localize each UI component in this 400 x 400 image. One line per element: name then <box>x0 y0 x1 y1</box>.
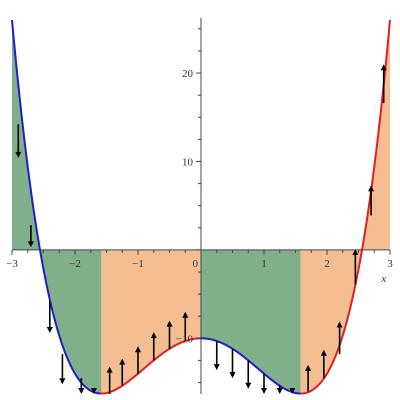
curve-segment-1 <box>11 19 102 395</box>
shaded-regions <box>12 20 390 394</box>
curve-segment-2 <box>100 337 202 395</box>
curve-segment-3 <box>200 337 301 395</box>
slope-arrow-21 <box>336 321 343 355</box>
slope-arrow-6 <box>90 388 97 394</box>
x-tick-label: 1 <box>261 258 267 270</box>
x-tick-label: −1 <box>132 258 144 270</box>
slope-arrow-16 <box>261 373 267 394</box>
slope-arrow-2 <box>27 225 34 248</box>
slope-arrow-12 <box>182 311 189 341</box>
x-axis-label: x <box>380 273 386 285</box>
y-tick-label: −10 <box>176 333 194 345</box>
slope-arrow-7 <box>106 366 113 394</box>
curve <box>11 19 391 395</box>
slope-arrow-1 <box>15 124 22 158</box>
slope-arrow-19 <box>305 364 312 392</box>
curve-segment-4 <box>300 19 391 395</box>
x-tick-label: −2 <box>69 258 81 270</box>
slope-arrow-20 <box>320 349 327 379</box>
slope-arrow-4 <box>59 354 66 385</box>
x-tick-label: 3 <box>387 258 393 270</box>
x-tick-label: 2 <box>324 258 330 270</box>
x-tick-label: 0 <box>193 258 199 270</box>
slope-arrow-5 <box>78 378 85 394</box>
slope-arrow-11 <box>166 320 173 349</box>
slope-arrow-15 <box>245 360 252 389</box>
slope-arrow-9 <box>135 346 141 374</box>
region-4 <box>300 20 390 394</box>
y-tick-label: 20 <box>182 68 194 80</box>
slope-arrows <box>15 64 387 394</box>
slope-arrow-17 <box>276 385 283 394</box>
y-tick-label: 10 <box>182 156 194 168</box>
slope-arrow-10 <box>150 332 157 361</box>
slope-arrow-24 <box>380 64 387 104</box>
region-1 <box>12 20 102 394</box>
region-3 <box>201 249 301 394</box>
slope-arrow-23 <box>368 185 375 216</box>
slope-arrow-3 <box>46 301 53 333</box>
slope-arrow-18 <box>289 388 296 394</box>
slope-arrow-8 <box>119 358 126 386</box>
slope-arrow-14 <box>229 348 236 379</box>
region-2 <box>101 249 201 394</box>
axes <box>11 18 391 394</box>
slope-arrow-22 <box>352 248 359 285</box>
slope-arrow-13 <box>213 340 220 371</box>
x-tick-label: −3 <box>6 258 18 270</box>
